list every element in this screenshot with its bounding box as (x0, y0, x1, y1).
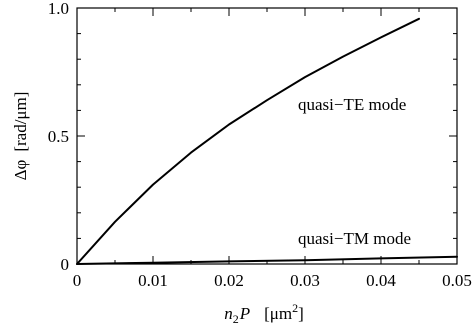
x-tick-label: 0.03 (290, 271, 320, 290)
series-line-tm (76, 255, 458, 265)
x-tick-label: 0.05 (442, 271, 472, 290)
y-tick-label: 0.5 (48, 127, 69, 146)
series-line-te (76, 17, 420, 265)
y-tick-label: 1.0 (48, 0, 69, 18)
axis-ticks (76, 7, 458, 265)
x-label-sub: 2 (233, 312, 239, 326)
x-label-unit-sup: 2 (292, 301, 298, 315)
plot-frame (76, 7, 458, 265)
y-label-unit: [rad/μm] (11, 92, 30, 152)
x-axis-label: n2P [μm2] (224, 301, 304, 326)
x-label-var: n (224, 304, 233, 323)
tick-labels: 0 0.01 0.02 0.03 0.04 0.05 0 0.5 1.0 (48, 0, 472, 290)
x-tick-label: 0.02 (214, 271, 244, 290)
y-label-symbol: Δφ (11, 159, 30, 180)
series-label-tm: quasi−TM mode (298, 229, 411, 248)
x-tick-label: 0.04 (366, 271, 396, 290)
x-tick-label: 0 (73, 271, 82, 290)
x-label-var2: P (239, 304, 250, 323)
x-tick-label: 0.01 (138, 271, 168, 290)
x-label-unit-close: ] (298, 304, 304, 323)
y-axis-label: Δφ [rad/μm] (11, 92, 30, 181)
series-label-te: quasi−TE mode (298, 95, 406, 114)
y-tick-label: 0 (61, 255, 70, 274)
x-label-unit-open: [μm (264, 304, 292, 323)
series-group (76, 17, 458, 265)
